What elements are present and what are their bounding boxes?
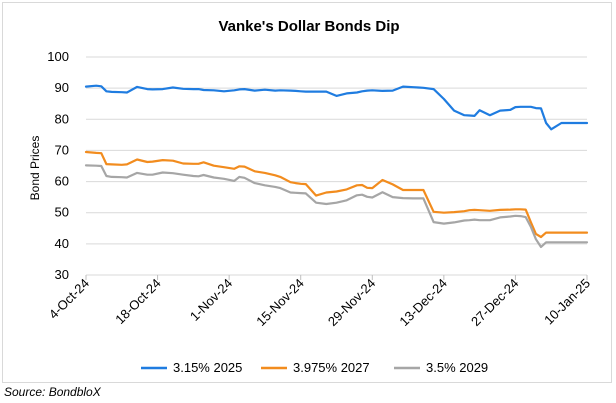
- y-tick-label: 50: [55, 205, 69, 220]
- x-tick-label: 13-Dec-24: [396, 276, 450, 330]
- x-tick-label: 18-Oct-24: [112, 276, 163, 327]
- series-line: [84, 164, 589, 249]
- y-axis-label: Bond Prices: [28, 136, 42, 201]
- chart-title: Vanke's Dollar Bonds Dip: [218, 18, 399, 35]
- series-line: [84, 150, 589, 239]
- y-tick-label: 70: [55, 142, 69, 157]
- chart-frame: Vanke's Dollar Bonds Dip 30 40 50 60 70 80 90 1…: [2, 2, 612, 383]
- line-chart: Vanke's Dollar Bonds Dip 30 40 50 60 70 80 90 1…: [28, 18, 593, 375]
- source-note: Source: BondbloX: [4, 385, 101, 399]
- legend-label: 3.975% 2027: [293, 360, 370, 375]
- y-tick-label: 80: [55, 111, 69, 126]
- x-tick-label: 1-Nov-24: [187, 276, 235, 324]
- x-tick-label: 15-Nov-24: [253, 276, 307, 330]
- y-tick-label: 40: [55, 236, 69, 251]
- legend-label: 3.15% 2025: [173, 360, 242, 375]
- y-tick-label: 30: [55, 267, 69, 282]
- y-tick-label: 90: [55, 80, 69, 95]
- x-tick-label: 27-Dec-24: [468, 276, 522, 330]
- x-tick-label: 4-Oct-24: [46, 276, 92, 322]
- x-tick-label: 10-Jan-25: [541, 276, 593, 328]
- y-tick-label: 60: [55, 174, 69, 189]
- series-line: [84, 84, 589, 131]
- legend-label: 3.5% 2029: [426, 360, 488, 375]
- x-tick-label: 29-Nov-24: [325, 276, 379, 330]
- y-tick-label: 100: [47, 49, 69, 64]
